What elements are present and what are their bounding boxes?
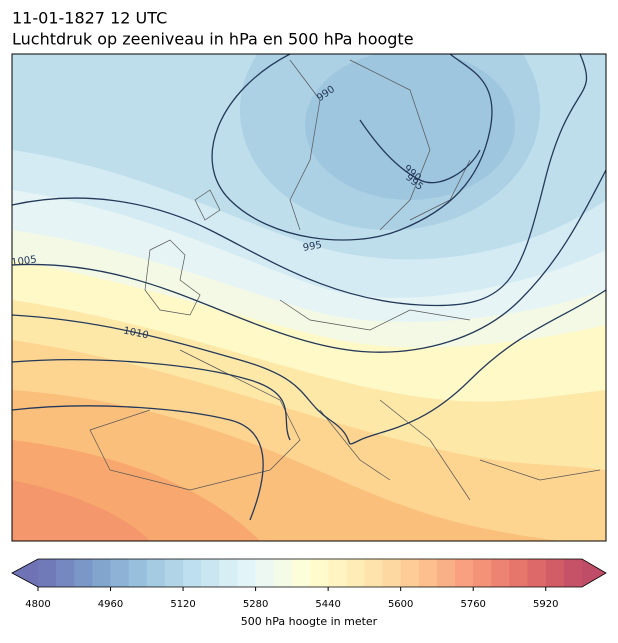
colorbar-swatch [164,559,184,587]
colorbar-swatch [146,559,166,587]
colorbar-swatch [509,559,529,587]
colorbar-extend-low [12,559,38,587]
isobar-label: 1005 [11,254,38,268]
map: 990 990 995 995 1005 1010 [11,54,606,541]
colorbar-tick-label: 5280 [243,599,268,610]
isobar-label: 1010 [122,325,149,341]
colorbar-swatch [527,559,547,587]
colorbar-swatch [418,559,438,587]
colorbar-swatch [545,559,565,587]
colorbar-swatch [273,559,293,587]
colorbar-frame [11,558,607,588]
isobar-label: 995 [302,240,323,254]
colorbar-swatch [128,559,148,587]
colorbar-label: 500 hPa hoogte in meter [241,615,378,628]
colorbar-tick-label: 5760 [460,599,485,610]
colorbar-tick-label: 5600 [388,599,413,610]
colorbar-swatch [563,559,583,587]
colorbar-swatch [364,559,384,587]
colorbar-swatch [74,559,93,587]
colorbar-swatch [92,559,112,587]
colorbar-swatch [400,559,420,587]
colorbar-swatch [183,559,202,587]
colorbar-tick-label: 5120 [170,599,195,610]
colorbar-swatch [201,559,220,587]
colorbar-swatch [473,559,492,587]
colorbar-swatch [38,559,57,587]
colorbar-tick-label: 4960 [98,599,123,610]
subtitle: Luchtdruk op zeeniveau in hPa en 500 hPa… [12,30,414,49]
colorbar-swatch [110,559,130,587]
colorbar-swatch [436,559,456,587]
colorbar-swatch [382,559,402,587]
colorbar-swatch [291,559,311,587]
map-frame [11,53,607,542]
colorbar-swatch [56,559,75,587]
colorbar-swatch [237,559,257,587]
colorbar-tick-label: 4800 [25,599,50,610]
colorbar-swatch [455,559,474,587]
colorbar-swatch [219,559,238,587]
colorbar-swatch [328,559,347,587]
colorbar-swatch [346,559,365,587]
colorbar-tick-label: 5920 [533,599,558,610]
colorbar-swatch [310,559,329,587]
title: 11-01-1827 12 UTC [12,9,167,28]
colorbar-swatch [255,559,275,587]
colorbar-swatch [491,559,510,587]
colorbar-extend-high [582,559,606,587]
colorbar-tick-label: 5440 [315,599,340,610]
